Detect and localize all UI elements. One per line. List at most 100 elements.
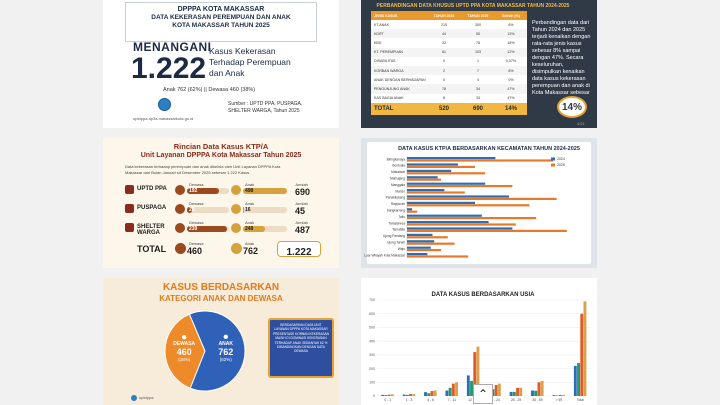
- category-label: Mamajang: [390, 177, 405, 181]
- legend-swatch: [551, 163, 555, 167]
- breakdown-text: Anak 762 (62%) || Dewasa 460 (38%): [163, 87, 256, 93]
- total-anak-circle: [231, 243, 242, 254]
- bar: [573, 365, 577, 396]
- family-icon: [125, 204, 134, 213]
- bar-2025: [407, 210, 418, 213]
- table-cell: 33: [476, 96, 480, 101]
- table-header: JENIS KASUS TAHUN 2024 TAHUN 2025 Selisi…: [371, 11, 527, 20]
- bar: [555, 395, 559, 396]
- table-cell: 44: [442, 31, 446, 36]
- bar: [405, 394, 409, 396]
- total-label: TOTAL: [137, 244, 167, 254]
- jumlah-value: 487: [295, 225, 311, 235]
- bar-2025: [407, 249, 441, 252]
- table-cell: KBG: [374, 40, 382, 45]
- jumlah-label: Jumlah: [295, 220, 308, 225]
- anak-bar-track: [243, 207, 287, 213]
- table-cell: 215: [441, 22, 447, 27]
- bar-2025: [407, 172, 486, 175]
- bar: [473, 352, 477, 396]
- bar-2024: [407, 195, 509, 198]
- header-box: DPPPA KOTA MAKASSAR DATA KEKERASAN PEREM…: [125, 2, 317, 42]
- total-dewasa: 460: [187, 246, 203, 256]
- y-tick-label: 600: [369, 312, 375, 316]
- bar-2025: [407, 178, 441, 181]
- bar-2025: [407, 159, 554, 162]
- table-cell: 47%: [507, 86, 515, 91]
- pie-title-2: KATEGORI ANAK DAN DEWASA: [159, 294, 283, 303]
- bar-2024: [407, 189, 445, 192]
- table-cell: KT. PEREMPUAN: [374, 50, 403, 55]
- table-cell: KT.ANAK: [374, 22, 389, 27]
- bar-2025: [407, 217, 537, 220]
- anak-value: 16: [245, 207, 251, 213]
- person-icon: [223, 334, 228, 339]
- globe-icon: [158, 98, 171, 111]
- bar: [534, 390, 538, 396]
- category-label: Tamalate: [392, 228, 405, 232]
- bar: [451, 383, 455, 396]
- bar-2024: [407, 182, 486, 185]
- bar: [470, 380, 473, 396]
- bar: [509, 391, 513, 396]
- total-dewasa-label: Dewasa: [189, 241, 204, 246]
- anak-bar-fill: [243, 188, 287, 194]
- total-anak-label: Anak: [245, 241, 255, 246]
- bar: [387, 394, 391, 396]
- chart-inner: [367, 142, 591, 264]
- scroll-up-button[interactable]: ⌃: [473, 384, 493, 404]
- anak-value: 248: [245, 226, 254, 232]
- unit-row: UPTD PPA Dewasa 192 Anak 498 Jumlah 690: [123, 182, 323, 198]
- table-cell: PENGUNJUNG ANAK: [374, 86, 410, 91]
- pie-slice-dewasa: [164, 313, 206, 389]
- col-header: TAHUN 2025: [467, 13, 489, 18]
- bar-2024: [407, 208, 413, 211]
- unit-row: SHELTER WARGA Dewasa 239 Anak 248 Jumlah 487: [123, 220, 323, 236]
- bar: [424, 392, 427, 396]
- total-dewasa-circle: [175, 243, 186, 254]
- bar-2025: [407, 242, 455, 245]
- category-label: Mariso: [395, 189, 405, 193]
- header-line-2: DATA KEKERASAN PEREMPUAN DAN ANAK: [151, 14, 291, 21]
- header-line-1: DPPPA KOTA MAKASSAR: [177, 6, 265, 13]
- anak-label: Anak: [245, 201, 255, 206]
- bar-2024: [407, 163, 458, 166]
- table-cell: 0: [443, 77, 445, 82]
- total-box: 1.222: [277, 241, 321, 258]
- dewasa-value: 29: [189, 207, 195, 213]
- table-cell: KORBAN WARGA: [374, 68, 404, 73]
- dewasa-value: 239: [189, 226, 198, 232]
- chart-kecamatan[interactable]: DATA KASUS KTP/A BERDASARKAN KECAMATAN T…: [361, 138, 597, 268]
- table-cell: 12%: [507, 50, 515, 55]
- total-2024: 520: [438, 106, 449, 112]
- infographic-total-cases[interactable]: DPPPA KOTA MAKASSAR DATA KEKERASAN PEREM…: [103, 0, 339, 128]
- table-row: KAS BAGIA ANAK 8 33 47%: [371, 93, 527, 103]
- bar-2025: [407, 255, 469, 258]
- bar: [537, 382, 541, 396]
- bar: [583, 301, 587, 396]
- jumlah-label: Jumlah: [295, 201, 308, 206]
- chart-title: DATA KASUS BERDASARKAN USIA: [432, 292, 536, 298]
- table-cell: 7: [477, 68, 479, 73]
- slice-category: ANAK: [219, 341, 234, 347]
- total-row: TOTAL Dewasa 460 Anak 762 1.222: [123, 241, 323, 259]
- infographic-unit-details[interactable]: Rincian Data Kasus KTP/A Unit Layanan DP…: [103, 138, 339, 268]
- chart-usia[interactable]: DATA KASUS BERDASARKAN USIA 0 100 200 300 400…: [361, 278, 597, 405]
- x-tick-label: 1 - 3: [406, 398, 413, 402]
- dewasa-icon: [175, 185, 185, 195]
- table-cell: KDRT: [374, 31, 384, 36]
- infographic-comparison-table[interactable]: PERBANDINGAN DATA KHUSUS UPTD PPA KOTA M…: [361, 0, 597, 128]
- menangani-label: MENANGANI: [133, 40, 212, 54]
- infographic-category-pie[interactable]: KASUS BERDASARKAN KATEGORI ANAK DAN DEWA…: [103, 278, 339, 405]
- y-tick-label: 400: [369, 339, 375, 343]
- table-cell: ANAK DENGAN BERHADAPAN: [374, 77, 426, 82]
- desc-line-1: Kasus Kekerasan: [209, 46, 276, 56]
- col-header: Selisih (%): [502, 13, 520, 18]
- category-label: Sangkarrang: [387, 209, 405, 213]
- table-cell: 13%: [507, 31, 515, 36]
- table-row: KT.ANAK 215 300 8%: [371, 20, 527, 30]
- slice-percent: (38%): [178, 357, 191, 362]
- unit-row: PUSPAGA Dewasa 29 Anak 16 Jumlah 45: [123, 201, 323, 217]
- bar: [580, 313, 584, 396]
- jumlah-label: Jumlah: [295, 182, 308, 187]
